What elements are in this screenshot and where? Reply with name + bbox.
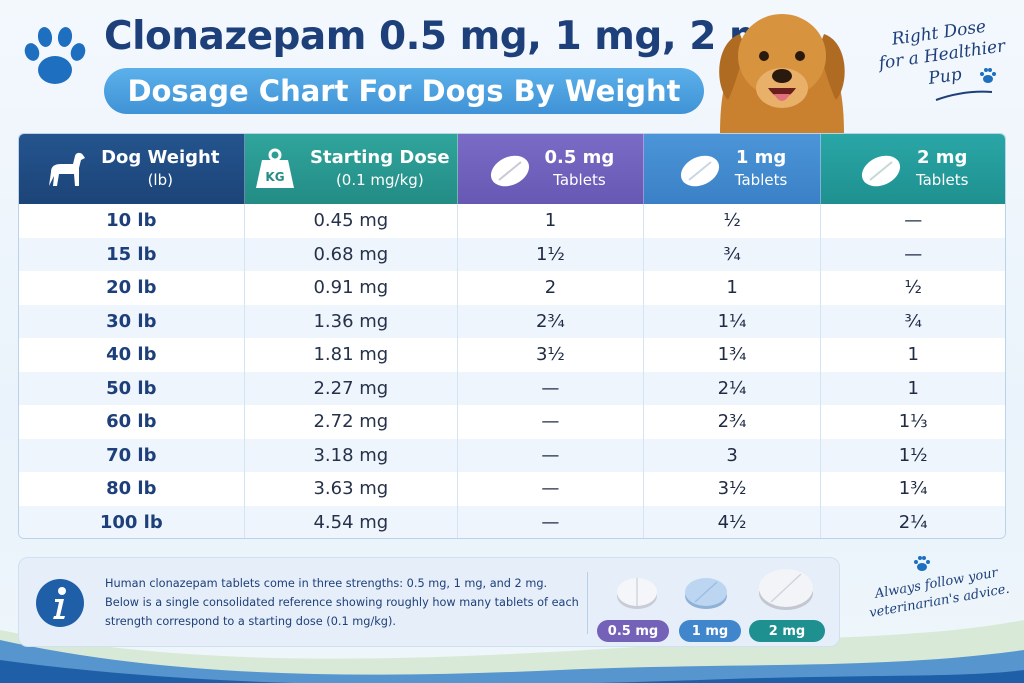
svg-text:KG: KG <box>265 170 284 184</box>
tablet-icon <box>490 155 529 187</box>
table-row: 80 lb 3.63 mg — 3½ 1¾ <box>19 472 1005 506</box>
table-body: 10 lb 0.45 mg 1 ½ — 15 lb 0.68 mg 1½ ¾ —… <box>19 204 1005 538</box>
header-dog-weight: Dog Weight (lb) <box>19 134 245 204</box>
tablet-icon <box>861 155 901 187</box>
table-row: 15 lb 0.68 mg 1½ ¾ — <box>19 237 1005 271</box>
kg-weight-icon: KG <box>256 148 295 188</box>
tablet-label-2mg: 2 mg <box>749 620 825 642</box>
header-1mg-tablets: 1 mg Tablets <box>643 134 822 204</box>
table-row: 70 lb 3.18 mg — 3 1½ <box>19 438 1005 472</box>
dog-silhouette-icon <box>49 152 86 186</box>
tablet-label-1mg: 1 mg <box>679 620 741 642</box>
tablet-0-5mg-image <box>617 578 657 609</box>
golden-retriever-image <box>719 14 845 134</box>
table-row: 10 lb 0.45 mg 1 ½ — <box>19 204 1005 238</box>
divider <box>587 572 588 634</box>
table-row: 20 lb 0.91 mg 2 1 ½ <box>19 271 1005 305</box>
header-half-mg-tablets: 0.5 mg Tablets <box>458 134 644 204</box>
page-title: Clonazepam 0.5 mg, 1 mg, 2 mg <box>104 14 797 59</box>
table-row: 100 lb 4.54 mg — 4½ 2¼ <box>19 505 1005 538</box>
tablet-2mg-image <box>759 569 813 610</box>
info-icon <box>36 579 84 627</box>
tablet-label-0-5mg: 0.5 mg <box>597 620 669 642</box>
tablet-icon <box>680 155 719 187</box>
table-row: 60 lb 2.72 mg — 2¾ 1⅓ <box>19 405 1005 439</box>
header-2mg-tablets: 2 mg Tablets <box>821 134 1005 204</box>
swoosh-decoration <box>935 90 993 101</box>
small-paw-icon <box>980 68 996 83</box>
table-row: 40 lb 1.81 mg 3½ 1¾ 1 <box>19 338 1005 372</box>
tablet-1mg-image <box>685 578 727 609</box>
info-text: Human clonazepam tablets come in three s… <box>105 577 579 628</box>
table-row: 50 lb 2.27 mg — 2¼ 1 <box>19 371 1005 405</box>
small-paw-icon <box>914 556 930 571</box>
paw-icon <box>24 27 86 84</box>
wave-decoration <box>0 620 1024 683</box>
table-row: 30 lb 1.36 mg 2¾ 1¼ ¾ <box>19 304 1005 338</box>
header-starting-dose: KG Starting Dose (0.1 mg/kg) <box>244 134 459 204</box>
table-header: Dog Weight (lb) KG Starting Dose (0.1 mg… <box>19 134 1005 204</box>
info-panel: Human clonazepam tablets come in three s… <box>18 557 840 647</box>
dosage-table: Dog Weight (lb) KG Starting Dose (0.1 mg… <box>18 133 1006 539</box>
page-subtitle: Dosage Chart For Dogs By Weight <box>104 68 704 114</box>
